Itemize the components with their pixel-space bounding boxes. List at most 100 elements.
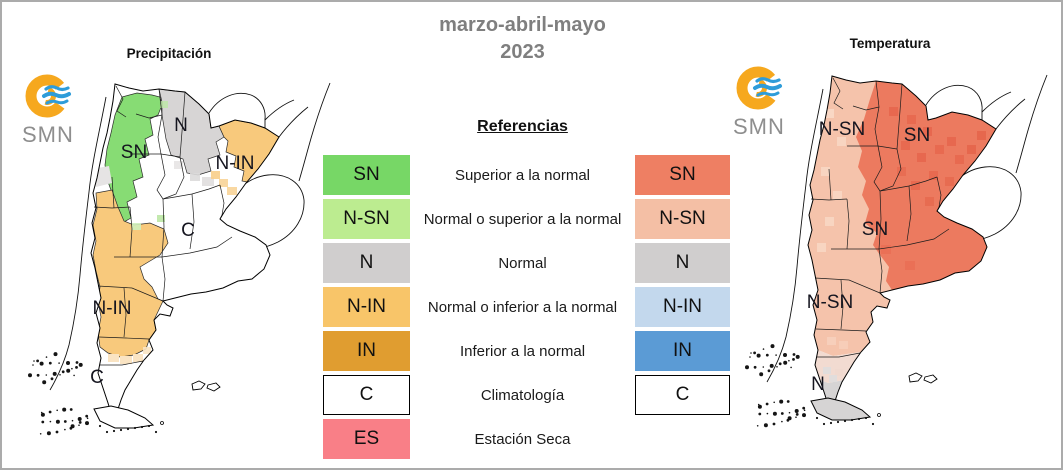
argentina-outline: [90, 83, 280, 414]
raster-cell: [120, 356, 132, 364]
smn-logo-text: SMN: [733, 114, 785, 139]
province-border: [123, 287, 127, 338]
province-border: [906, 185, 912, 242]
tierra-del-fuego: [810, 397, 872, 421]
map-region-label: N-IN: [215, 153, 254, 174]
legend-row-n: N Normal N: [323, 243, 730, 283]
argentina-map-svg: N-SN SN SN N-SN N: [745, 74, 1048, 428]
raster-cell: [227, 187, 237, 195]
raster-cell: [905, 261, 915, 270]
legend-label: Superior a la normal: [454, 166, 591, 184]
legend-swatch-temperature: N-IN: [635, 287, 730, 327]
raster-cell: [917, 153, 926, 162]
legend-swatch-temperature: N: [635, 243, 730, 283]
neighbor-border: [981, 74, 1048, 174]
legend-swatch-temperature: N-SN: [635, 199, 730, 239]
raster-cell: [907, 115, 916, 124]
legend-row-n-in: N-IN Normal o inferior a la normal N-IN: [323, 287, 730, 327]
smn-logo-icon: [736, 66, 782, 110]
province-border: [129, 206, 133, 258]
raster-cell: [823, 367, 831, 374]
legend-label: Normal: [498, 254, 547, 272]
raster-cell: [202, 177, 214, 186]
title-year: 2023: [500, 41, 545, 63]
legend-swatch-precipitation: IN: [323, 331, 410, 371]
province-border: [873, 145, 883, 192]
map-region-label: N-SN: [807, 292, 853, 313]
province-border: [157, 88, 163, 155]
province-border: [156, 153, 166, 200]
raster-cell: [911, 181, 920, 190]
province-border: [98, 336, 150, 340]
legend-label: Climatología: [480, 386, 565, 404]
raster-cell: [923, 127, 932, 136]
map-region-label: N: [174, 115, 188, 136]
province-border: [93, 206, 131, 209]
legend-swatch-temperature: SN: [635, 155, 730, 195]
legend-swatch-temperature: C: [635, 375, 730, 415]
title-season: marzo-abril-mayo: [439, 14, 606, 36]
raster-cell: [837, 137, 846, 146]
raster-cell: [945, 177, 954, 186]
precipitation-map-title: Precipitación: [126, 46, 212, 61]
legend-label: Normal o inferior a la normal: [427, 298, 618, 316]
raster-cell: [817, 243, 826, 252]
raster-cell: [827, 337, 836, 345]
province-border: [832, 77, 844, 110]
raster-cell: [132, 223, 141, 230]
region-SN: [856, 81, 996, 290]
fjord-speckles: [28, 352, 164, 436]
smn-logo-text: SMN: [22, 122, 74, 147]
legend-row-c: C Climatología C: [323, 375, 730, 415]
legend: SN Superior a la normal SN N-SN Normal o sup…: [323, 155, 730, 463]
legend-row-es: ES Estación Seca: [323, 419, 730, 459]
fjord-speckles: [745, 344, 881, 428]
page-title: marzo-abril-mayo 2023: [390, 12, 655, 66]
raster-cell: [825, 217, 834, 226]
raster-cell: [160, 101, 168, 108]
region-N-SN_fade: [815, 350, 861, 383]
province-border: [846, 198, 850, 250]
raster-cell: [219, 179, 228, 187]
legend-row-sn: SN Superior a la normal SN: [323, 155, 730, 195]
province-border: [896, 83, 903, 150]
province-border: [97, 285, 164, 302]
legend-label: Estación Seca: [474, 430, 571, 448]
legend-row-in: IN Inferior a la normal IN: [323, 331, 730, 371]
neighbor-border: [766, 88, 824, 383]
raster-cell: [901, 141, 910, 150]
neighbor-border: [925, 85, 983, 120]
raster-cell: [955, 155, 964, 164]
legend-row-n-sn: N-SN Normal o superior a la normal N-SN: [323, 199, 730, 239]
raster-cell: [881, 245, 891, 254]
raster-cell: [925, 197, 934, 206]
province-border: [878, 248, 883, 294]
argentina-outline: [807, 75, 997, 406]
province-border: [111, 176, 115, 209]
raster-cell: [133, 354, 143, 362]
province-border: [161, 256, 166, 302]
raster-cell: [211, 171, 220, 179]
region-N: [820, 380, 844, 405]
province-border: [814, 277, 881, 294]
legend-swatch-precipitation: ES: [323, 419, 410, 459]
map-region-label: N-IN: [92, 298, 131, 319]
raster-cell: [174, 161, 183, 169]
raster-cell: [977, 131, 986, 140]
smn-logo: SMN: [731, 64, 795, 140]
legend-swatch-precipitation: N: [323, 243, 410, 283]
malvinas-islands: [908, 372, 938, 384]
map-region-label: N-SN: [819, 119, 865, 140]
tierra-del-fuego: [93, 405, 155, 429]
legend-swatch-precipitation: N-SN: [323, 199, 410, 239]
province-border: [189, 193, 195, 250]
map-region-label: SN: [121, 142, 147, 163]
neighbor-border: [264, 82, 331, 182]
raster-cell: [825, 109, 834, 118]
legend-swatch-precipitation: C: [323, 375, 410, 415]
precipitation-map: SN N N-IN C N-IN C: [12, 57, 332, 467]
province-border: [135, 113, 163, 119]
province-border: [179, 91, 186, 158]
map-region-label: SN: [862, 219, 888, 240]
raster-cell: [829, 375, 837, 382]
